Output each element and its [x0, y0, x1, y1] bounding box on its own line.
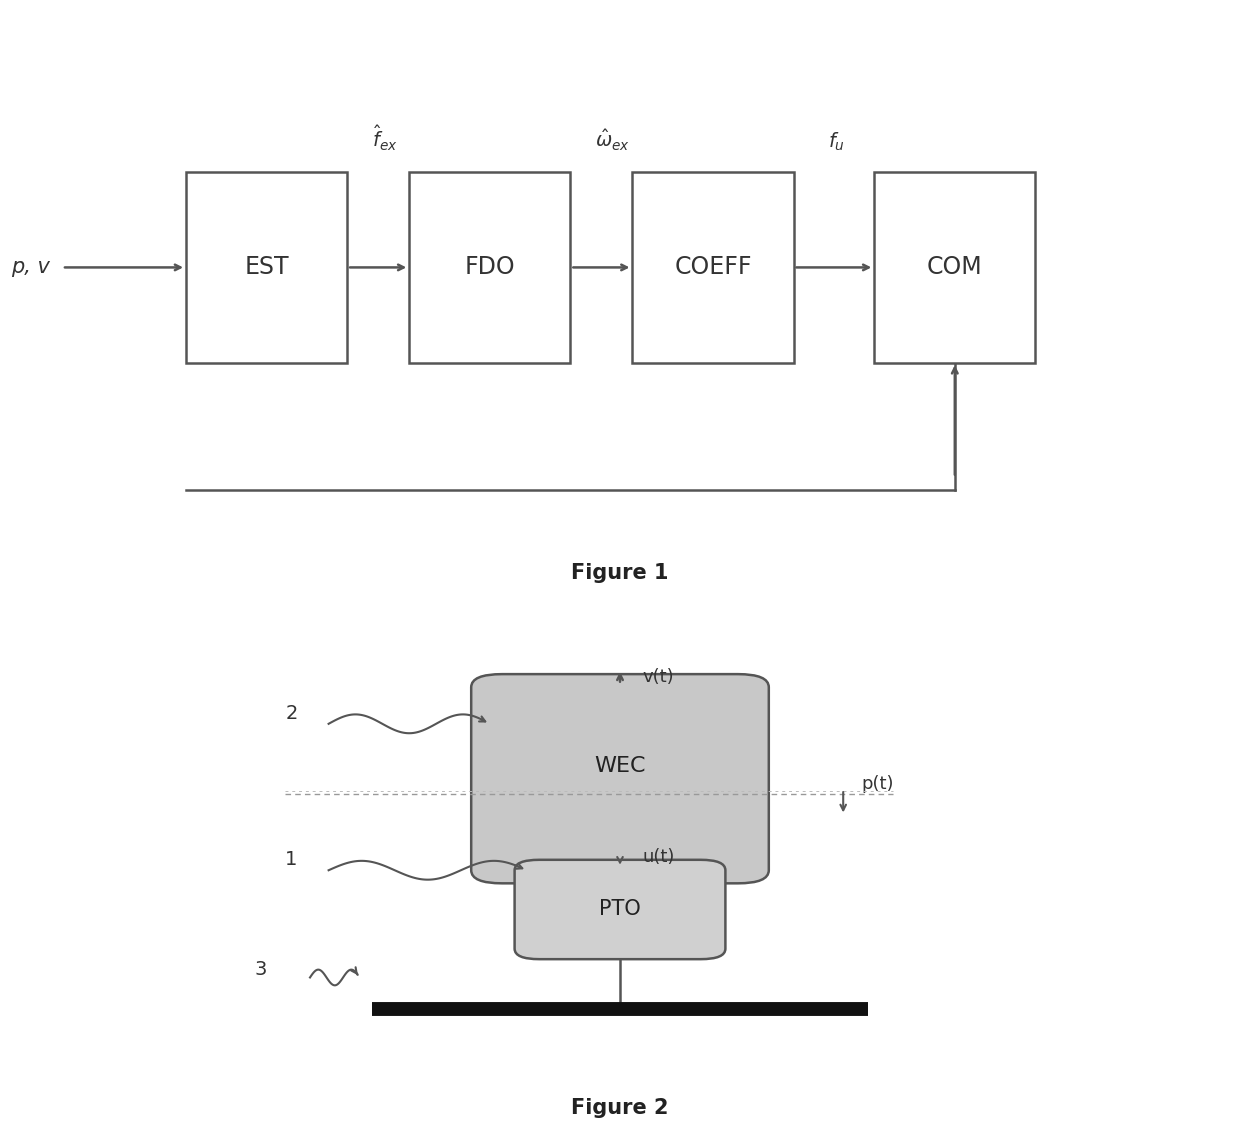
Text: Figure 2: Figure 2: [572, 1098, 668, 1118]
Text: 3: 3: [254, 960, 267, 979]
Text: v(t): v(t): [642, 667, 675, 686]
Text: EST: EST: [244, 256, 289, 280]
Text: FDO: FDO: [465, 256, 515, 280]
Text: p(t): p(t): [862, 775, 894, 792]
Text: COM: COM: [928, 256, 982, 280]
Text: $f_u$: $f_u$: [828, 131, 844, 152]
Text: 1: 1: [285, 850, 298, 870]
Text: Figure 1: Figure 1: [572, 563, 668, 583]
FancyBboxPatch shape: [186, 172, 347, 363]
Text: WEC: WEC: [594, 756, 646, 775]
Text: $\hat{f}_{ex}$: $\hat{f}_{ex}$: [372, 124, 398, 152]
FancyBboxPatch shape: [409, 172, 570, 363]
FancyBboxPatch shape: [515, 860, 725, 960]
Text: COEFF: COEFF: [675, 256, 751, 280]
FancyBboxPatch shape: [632, 172, 794, 363]
Text: PTO: PTO: [599, 899, 641, 920]
Text: 2: 2: [285, 704, 298, 723]
FancyBboxPatch shape: [471, 674, 769, 883]
Text: $\hat{\omega}_{ex}$: $\hat{\omega}_{ex}$: [595, 127, 630, 152]
Text: p, v: p, v: [11, 257, 50, 277]
Text: u(t): u(t): [642, 848, 675, 866]
FancyBboxPatch shape: [874, 172, 1035, 363]
